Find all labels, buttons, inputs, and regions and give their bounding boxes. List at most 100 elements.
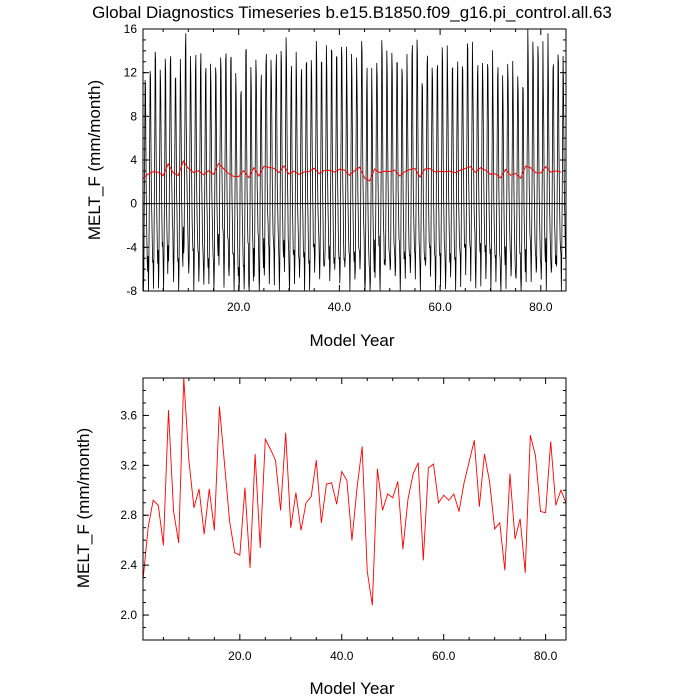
annual-mean-point <box>399 175 401 177</box>
annual-mean-point <box>505 169 506 170</box>
annual-mean-point-zoom <box>208 488 210 490</box>
annual-mean-point <box>495 173 496 175</box>
annual-mean-point <box>203 174 204 176</box>
annual-mean-point-zoom <box>453 493 455 495</box>
annual-mean-point-zoom <box>300 529 302 531</box>
annual-mean-point-zoom <box>514 538 516 540</box>
annual-mean-point <box>374 168 376 170</box>
top-y-tick-label: 12 <box>124 66 138 80</box>
annual-mean-point <box>510 174 512 176</box>
annual-mean-point-zoom <box>366 570 368 572</box>
annual-mean-point <box>283 165 285 167</box>
annual-mean-point-zoom <box>295 492 297 494</box>
annual-mean-point <box>238 176 240 177</box>
annual-mean-point <box>172 172 174 174</box>
annual-mean-point <box>490 173 491 175</box>
annual-mean-point-zoom <box>234 552 236 554</box>
bottom-x-axis-label: Model Year <box>309 679 394 698</box>
annual-mean-point <box>258 175 260 177</box>
annual-mean-point <box>525 165 527 167</box>
annual-mean-point-zoom <box>188 459 190 461</box>
annual-mean-point-zoom <box>392 497 394 499</box>
annual-mean-point <box>253 167 255 169</box>
annual-mean-point-zoom <box>438 502 439 504</box>
annual-mean-point-zoom <box>560 489 562 491</box>
annual-mean-point-zoom <box>280 509 282 511</box>
annual-mean-point-zoom <box>468 461 470 462</box>
annual-mean-point <box>323 169 325 171</box>
annual-mean-point-zoom <box>157 504 159 506</box>
annual-mean-point <box>545 166 547 168</box>
annual-mean-series <box>142 160 562 182</box>
annual-mean-point <box>167 163 169 165</box>
annual-mean-point <box>384 170 386 172</box>
annual-mean-point-zoom <box>315 459 317 461</box>
annual-mean-point <box>474 171 476 173</box>
bottom-y-tick-label: 3.2 <box>120 458 137 472</box>
annual-mean-point <box>218 163 219 165</box>
annual-mean-point <box>303 171 305 173</box>
annual-mean-point <box>197 170 199 172</box>
monthly-series <box>142 28 566 292</box>
annual-mean-point-zoom <box>147 527 149 529</box>
annual-mean-point-zoom <box>229 521 231 522</box>
annual-mean-point <box>318 173 320 175</box>
annual-mean-point <box>182 160 184 162</box>
bottom-x-tick-label: 20.0 <box>228 649 252 663</box>
annual-mean-point <box>187 167 189 169</box>
annual-mean-point-zoom <box>224 463 225 465</box>
annual-mean-point <box>177 175 179 176</box>
annual-mean-point <box>344 169 345 171</box>
annual-mean-point-zoom <box>290 527 292 529</box>
annual-mean-point-zoom <box>259 547 261 549</box>
annual-mean-line <box>142 160 562 182</box>
annual-mean-point-zoom <box>448 499 450 501</box>
annual-mean-point <box>263 166 265 167</box>
annual-mean-point <box>439 170 441 172</box>
annual-mean-point <box>369 180 371 182</box>
annual-mean-point-zoom <box>331 482 332 484</box>
annual-mean-point <box>248 177 250 179</box>
annual-mean-point-zoom <box>417 462 419 464</box>
chart-title: Global Diagnostics Timeseries b.e15.B185… <box>92 3 612 22</box>
annual-mean-point <box>192 172 194 173</box>
annual-mean-point-zoom <box>152 499 154 501</box>
annual-mean-point-zoom <box>193 507 195 509</box>
top-y-tick-label: 16 <box>124 22 138 36</box>
annual-mean-point <box>389 171 391 172</box>
annual-mean-point-zoom <box>545 512 547 514</box>
annual-mean-point-zoom <box>524 572 526 574</box>
annual-mean-point-zoom <box>244 487 246 489</box>
annual-mean-point-zoom <box>249 567 251 569</box>
annual-mean-point <box>157 171 159 173</box>
annual-mean-point <box>419 176 421 178</box>
annual-mean-point-zoom <box>275 459 276 461</box>
bottom-y-tick-label: 2.0 <box>120 608 137 622</box>
annual-mean-point-zoom <box>371 604 373 606</box>
annual-mean-point <box>313 167 315 169</box>
annual-mean-point <box>333 171 335 173</box>
annual-mean-point <box>520 177 522 179</box>
top-y-tick-label: 0 <box>130 197 137 211</box>
annual-mean-point <box>404 171 406 173</box>
annual-mean-line-zoom <box>142 377 567 606</box>
annual-mean-point-zoom <box>346 479 348 481</box>
annual-mean-point <box>409 169 411 170</box>
annual-mean-point-zoom <box>341 471 343 472</box>
annual-mean-point <box>550 171 552 173</box>
bottom-y-tick-label: 2.4 <box>120 558 137 572</box>
annual-mean-point <box>485 169 486 171</box>
annual-mean-point <box>414 168 416 169</box>
annual-mean-point <box>535 172 537 174</box>
top-y-axis-label: MELT_F (mm/month) <box>85 80 104 240</box>
annual-mean-point <box>223 168 224 170</box>
top-timeseries-panel: 20.0 40.0 60.0 80.0 -8 -4 0 4 8 12 16 Model Year M… <box>85 22 567 350</box>
annual-mean-point-zoom <box>499 522 501 524</box>
annual-mean-point-zoom <box>203 533 205 535</box>
annual-mean-point-zoom <box>412 473 414 475</box>
annual-mean-point-zoom <box>509 473 511 475</box>
annual-mean-point-zoom <box>478 506 480 507</box>
annual-mean-point-zoom <box>407 498 409 500</box>
annual-mean-point <box>555 170 557 172</box>
annual-mean-point <box>560 171 562 173</box>
